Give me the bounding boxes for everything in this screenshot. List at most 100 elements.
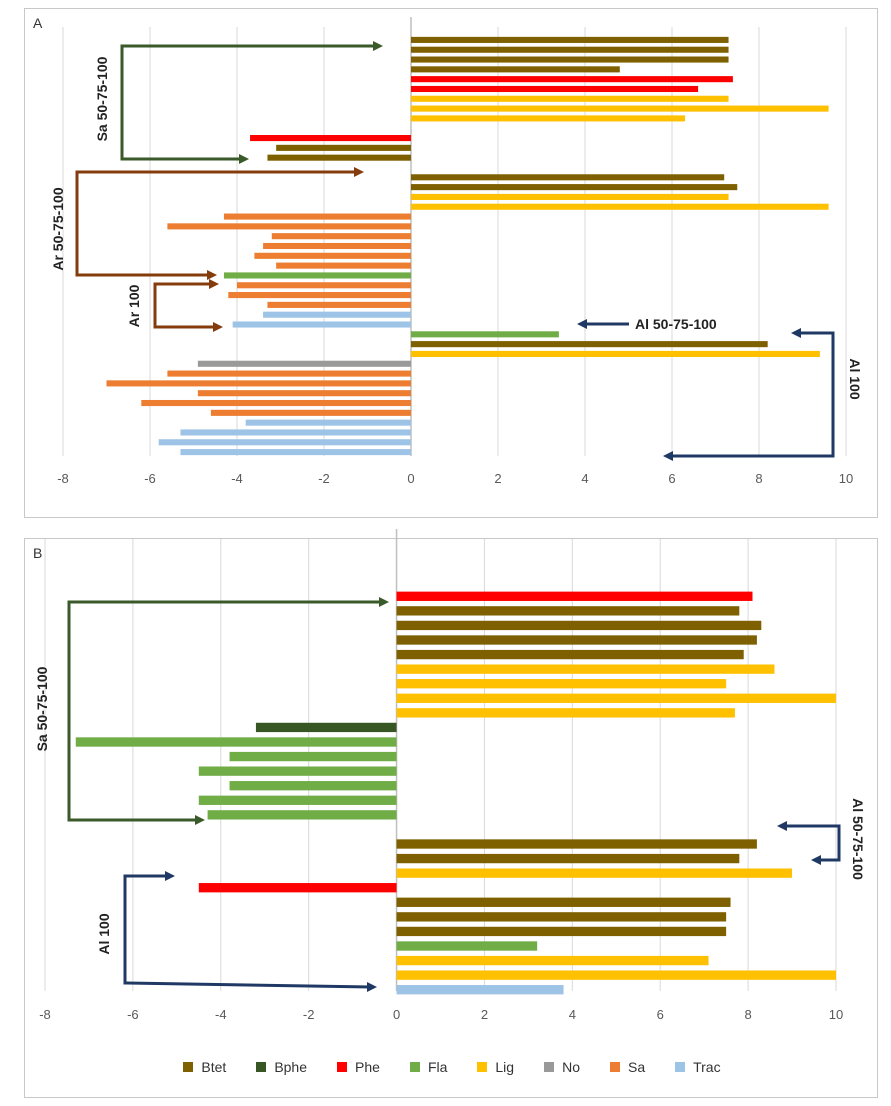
x-tick-label: 8 bbox=[755, 471, 762, 486]
bar-lig bbox=[396, 868, 793, 878]
legend-label: Trac bbox=[693, 1059, 721, 1075]
arrowhead-a-ar100-top bbox=[209, 279, 219, 289]
bar-sa bbox=[271, 233, 411, 240]
arrowhead-a-al100-top bbox=[791, 328, 801, 338]
bar-sa bbox=[267, 301, 411, 308]
bar-phe bbox=[198, 883, 397, 893]
x-tick-label: 0 bbox=[407, 471, 414, 486]
bar-lig bbox=[396, 708, 735, 718]
bar-fla bbox=[229, 781, 397, 791]
legend-swatch bbox=[544, 1062, 555, 1072]
bar-lig bbox=[411, 105, 829, 112]
panel-a-letter: A bbox=[33, 15, 43, 31]
bar-fla bbox=[75, 737, 397, 747]
arrowhead-a-ar-top bbox=[354, 167, 364, 177]
arrowhead-b-al100-top bbox=[165, 871, 175, 881]
panel-b-letter: B bbox=[33, 545, 43, 561]
legend-item-no: No bbox=[544, 1059, 580, 1075]
bar-lig bbox=[411, 203, 829, 210]
bar-fla bbox=[198, 766, 397, 776]
legend-swatch bbox=[337, 1062, 348, 1072]
legend-label: Bphe bbox=[274, 1059, 308, 1075]
legend-label: Lig bbox=[495, 1059, 515, 1075]
x-tick-label: 0 bbox=[393, 1007, 400, 1022]
panel-b: B -8 -6 -4 -2 0 2 4 6 8 10 Sa 50-75-100 Al 50-75-… bbox=[24, 529, 879, 1098]
arrowhead-a-ar-bottom bbox=[207, 270, 217, 280]
x-tick-label: -4 bbox=[215, 1007, 227, 1022]
legend-item-trac: Trac bbox=[675, 1059, 721, 1075]
legend-swatch bbox=[183, 1062, 194, 1072]
legend-label: No bbox=[562, 1059, 580, 1075]
label-b-al: Al 50-75-100 bbox=[850, 798, 866, 880]
bar-trac bbox=[158, 439, 411, 446]
bar-phe bbox=[250, 135, 411, 142]
arrowhead-a-al bbox=[577, 319, 587, 329]
bar-btet bbox=[396, 926, 727, 937]
bar-fla bbox=[198, 795, 397, 805]
bracket-a-ar100 bbox=[153, 282, 219, 329]
label-a-sa: Sa 50-75-100 bbox=[94, 56, 110, 141]
bar-btet bbox=[411, 36, 729, 43]
chart-a-bars bbox=[106, 36, 829, 456]
bar-btet bbox=[396, 649, 744, 660]
x-tick-label: 4 bbox=[581, 471, 588, 486]
bar-sa bbox=[263, 242, 411, 250]
bar-lig bbox=[396, 693, 836, 703]
x-tick-label: 10 bbox=[829, 1007, 843, 1022]
bar-phe bbox=[411, 76, 733, 83]
arrowhead-a-sa-top bbox=[373, 41, 383, 51]
bar-btet bbox=[411, 184, 738, 191]
bar-no bbox=[197, 360, 411, 367]
bar-trac bbox=[245, 419, 411, 426]
bar-fla bbox=[229, 751, 397, 762]
chart-a-grid bbox=[62, 17, 847, 456]
arrowhead-b-sa-bottom bbox=[195, 815, 205, 825]
x-tick-label: -4 bbox=[231, 471, 243, 486]
label-a-al100: Al 100 bbox=[847, 358, 863, 399]
bar-btet bbox=[276, 144, 411, 151]
bracket-b-al100 bbox=[123, 874, 372, 989]
chart-b-bars bbox=[75, 591, 836, 995]
bar-bphe bbox=[255, 722, 397, 733]
bar-lig bbox=[396, 955, 709, 966]
panel-a: A -8 -6 -4 -2 0 2 4 6 8 10 Sa 50-75-100 Ar 50-75-… bbox=[24, 8, 878, 518]
legend-swatch bbox=[609, 1062, 620, 1072]
x-tick-label: -6 bbox=[127, 1007, 139, 1022]
bar-sa bbox=[228, 292, 411, 299]
bar-btet bbox=[396, 897, 731, 907]
label-b-al100: Al 100 bbox=[96, 913, 112, 954]
legend: Btet Bphe Phe Fla Lig No Sa Trac bbox=[25, 1059, 879, 1075]
bar-trac bbox=[263, 311, 411, 318]
legend-item-btet: Btet bbox=[183, 1059, 226, 1075]
bar-sa bbox=[223, 213, 411, 220]
bar-sa bbox=[141, 399, 412, 407]
x-tick-label: -8 bbox=[39, 1007, 51, 1022]
legend-item-fla: Fla bbox=[409, 1059, 448, 1075]
bar-fla bbox=[223, 272, 411, 279]
bracket-a-sa bbox=[120, 44, 380, 161]
label-a-al: Al 50-75-100 bbox=[635, 316, 717, 332]
bar-phe bbox=[411, 85, 699, 93]
legend-label: Sa bbox=[627, 1059, 646, 1075]
x-tick-label: 6 bbox=[657, 1007, 664, 1022]
legend-label: Fla bbox=[427, 1059, 448, 1075]
bar-btet bbox=[267, 154, 411, 161]
x-tick-label: -2 bbox=[318, 471, 330, 486]
legend-item-sa: Sa bbox=[609, 1059, 646, 1075]
bar-btet bbox=[396, 635, 757, 645]
legend-label: Btet bbox=[201, 1059, 227, 1075]
bar-btet bbox=[411, 66, 620, 73]
bar-fla bbox=[207, 810, 397, 820]
bar-sa bbox=[197, 390, 411, 397]
x-tick-label: -2 bbox=[303, 1007, 315, 1022]
chart-b-x-ticks: -8 -6 -4 -2 0 2 4 6 8 10 bbox=[39, 1007, 843, 1022]
bar-btet bbox=[396, 853, 740, 864]
bar-sa bbox=[106, 380, 411, 387]
bar-sa bbox=[167, 370, 411, 377]
bracket-b-al bbox=[783, 824, 841, 862]
chart-a-svg: -8 -6 -4 -2 0 2 4 6 8 10 Sa 50-75-100 Ar 50-75-10… bbox=[50, 17, 863, 486]
bar-btet bbox=[396, 839, 757, 849]
arrowhead-b-sa-top bbox=[379, 597, 389, 607]
x-tick-label: 2 bbox=[494, 471, 501, 486]
bar-lig bbox=[411, 193, 729, 200]
